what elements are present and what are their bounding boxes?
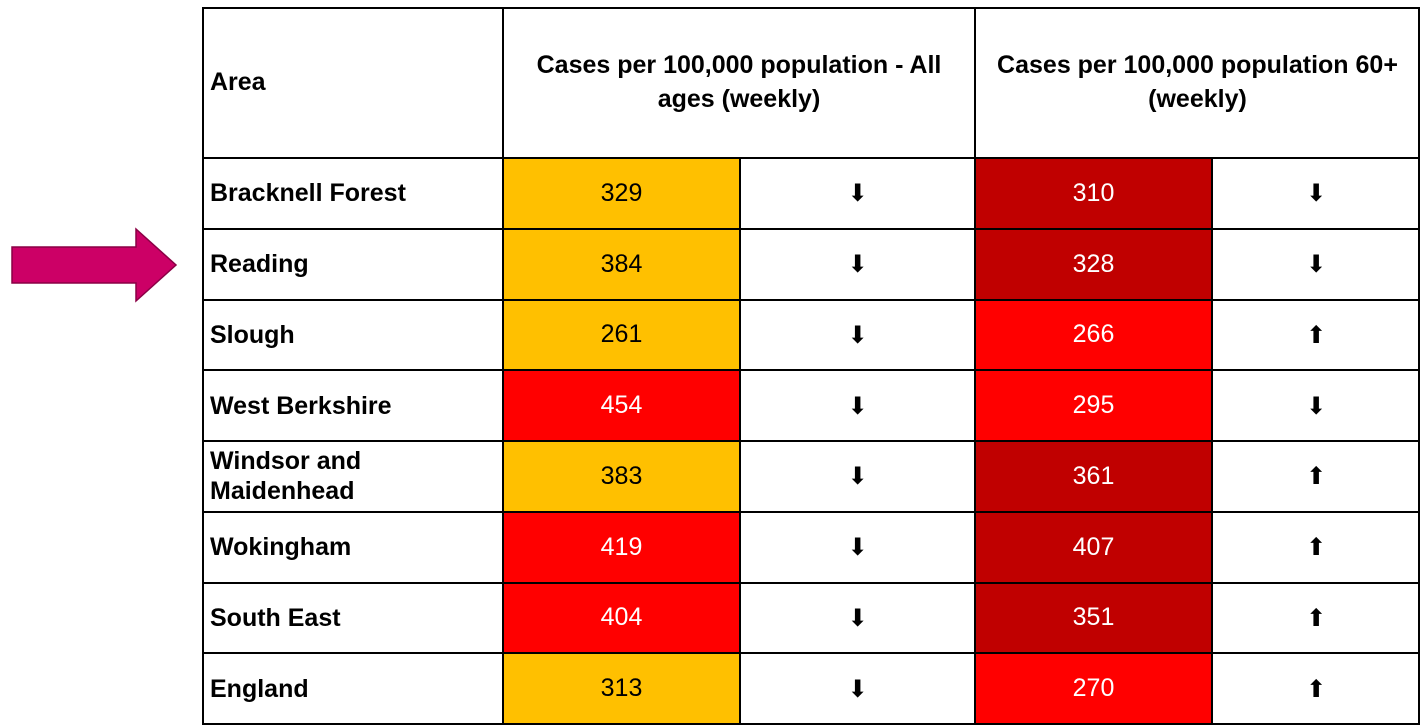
pointer-arrow: [11, 227, 178, 303]
value-cell: 454: [503, 370, 740, 441]
area-cell: Bracknell Forest: [203, 158, 503, 229]
header-cell: Cases per 100,000 population 60+ (weekly…: [975, 8, 1420, 158]
value-cell: 261: [503, 299, 740, 371]
value-cell: 295: [975, 370, 1212, 441]
value-cell: 404: [503, 582, 740, 654]
value-cell: 270: [975, 653, 1212, 724]
trend-cell: ⬇: [740, 158, 975, 229]
value-cell: 266: [975, 299, 1212, 371]
area-cell: Windsor and Maidenhead: [203, 441, 503, 512]
area-cell: Reading: [203, 228, 503, 300]
trend-cell: ⬇: [1212, 158, 1420, 229]
area-cell: South East: [203, 582, 503, 654]
value-cell: 419: [503, 511, 740, 583]
header-cell: Area: [203, 8, 503, 158]
trend-cell: ⬇: [740, 582, 975, 654]
trend-cell: ⬆: [1212, 582, 1420, 654]
trend-cell: ⬇: [740, 299, 975, 371]
trend-cell: ⬆: [1212, 653, 1420, 724]
value-cell: 351: [975, 582, 1212, 654]
trend-cell: ⬇: [740, 370, 975, 441]
trend-cell: ⬇: [740, 511, 975, 583]
area-cell: Wokingham: [203, 511, 503, 583]
area-cell: England: [203, 653, 503, 724]
value-cell: 407: [975, 511, 1212, 583]
trend-cell: ⬇: [1212, 370, 1420, 441]
value-cell: 361: [975, 441, 1212, 512]
value-cell: 383: [503, 441, 740, 512]
header-cell: Cases per 100,000 population - All ages …: [503, 8, 975, 158]
value-cell: 384: [503, 228, 740, 300]
trend-cell: ⬆: [1212, 299, 1420, 371]
value-cell: 310: [975, 158, 1212, 229]
trend-cell: ⬇: [1212, 228, 1420, 300]
trend-cell: ⬆: [1212, 441, 1420, 512]
value-cell: 328: [975, 228, 1212, 300]
trend-cell: ⬇: [740, 228, 975, 300]
arrow-shape: [11, 227, 178, 303]
value-cell: 329: [503, 158, 740, 229]
area-cell: Slough: [203, 299, 503, 371]
value-cell: 313: [503, 653, 740, 724]
trend-cell: ⬆: [1212, 511, 1420, 583]
trend-cell: ⬇: [740, 653, 975, 724]
trend-cell: ⬇: [740, 441, 975, 512]
area-cell: West Berkshire: [203, 370, 503, 441]
